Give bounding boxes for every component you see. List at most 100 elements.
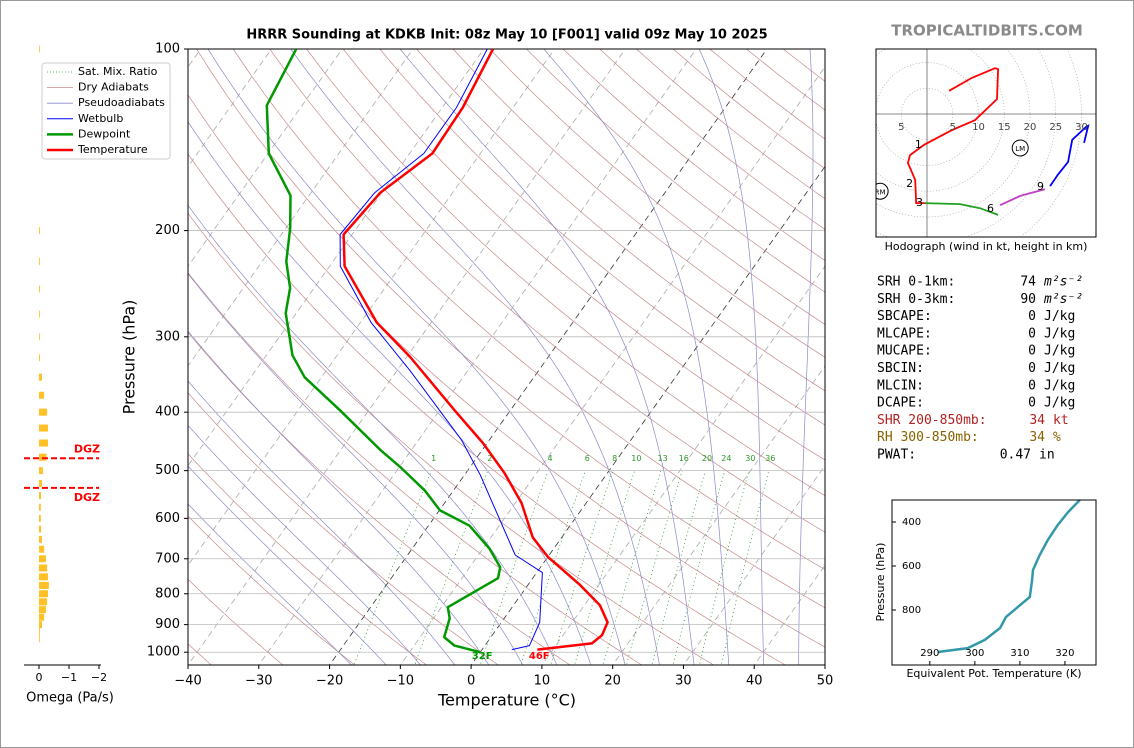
ring-label: 20 — [1024, 122, 1037, 133]
height-label: 2 — [906, 177, 913, 190]
legend: Sat. Mix. Ratio Dry Adiabats Pseudoadiabat… — [41, 62, 171, 160]
y-tick-label: 100 — [155, 42, 180, 57]
x-tick-label: −1 — [61, 671, 77, 684]
x-tick-label: 50 — [817, 674, 834, 689]
param-label: MLCAPE: — [877, 326, 932, 341]
isotherm — [188, 49, 626, 665]
param-label: PWAT: — [877, 448, 916, 463]
hodograph-frame — [875, 48, 1097, 238]
omega-bar — [39, 590, 48, 598]
storm-motion-label: RM — [875, 188, 886, 196]
dry-adiabat — [188, 453, 428, 665]
x-tick-label: 290 — [920, 648, 939, 659]
omega-bar — [39, 564, 48, 572]
param-value: 90 — [1020, 292, 1036, 307]
mixing-ratio-label: 24 — [721, 454, 731, 463]
x-tick-label: −2 — [91, 671, 107, 684]
surface-label: 32F — [472, 651, 493, 662]
isotherm — [329, 49, 768, 665]
param-label: SBCIN: — [877, 361, 924, 376]
x-tick-label: −20 — [316, 674, 343, 689]
mixing-ratio-label: 1 — [431, 454, 436, 463]
y-tick-label: 600 — [155, 511, 180, 526]
param-unit: kt — [1053, 413, 1069, 428]
x-tick-label: 0 — [36, 671, 43, 684]
dry-adiabat — [232, 49, 825, 571]
isotherm — [470, 165, 825, 665]
chart-title: HRRR Sounding at KDKB Init: 08z May 10 [… — [246, 28, 767, 43]
mixing-ratio-label: 20 — [702, 454, 712, 463]
legend-box — [41, 62, 171, 160]
theta-e-line — [937, 500, 1081, 654]
param-unit: m²s⁻² — [1043, 275, 1083, 290]
param-value: 0 — [1028, 326, 1036, 341]
ring-label: 10 — [972, 122, 985, 133]
ring-label: 30 — [1075, 122, 1088, 133]
mixing-ratio-line — [651, 470, 706, 665]
dry-adiabat — [188, 392, 499, 665]
omega-bar — [39, 310, 40, 318]
isotherm — [541, 265, 825, 665]
dry-adiabat — [188, 153, 787, 665]
x-tick-label: −30 — [245, 674, 272, 689]
x-tick-label: 0 — [467, 674, 475, 689]
isotherm — [188, 49, 414, 367]
mixing-ratio-label: 4 — [547, 454, 552, 463]
storm-motion — [1011, 139, 1029, 157]
omega-bar — [39, 581, 49, 589]
y-tick-label: 600 — [902, 561, 921, 572]
omega-bar — [39, 492, 42, 500]
x-tick-label: 20 — [604, 674, 621, 689]
dry-adiabat — [379, 49, 825, 426]
y-axis-label: Pressure (hPa) — [120, 300, 139, 415]
mixing-ratio-label: 36 — [765, 454, 775, 463]
omega-bar — [39, 373, 42, 381]
omega-bar — [39, 545, 45, 553]
x-tick-label: 300 — [965, 648, 984, 659]
x-tick-label: −10 — [387, 674, 414, 689]
omega-bar — [39, 628, 40, 636]
x-tick-label: 10 — [534, 674, 551, 689]
param-label: DCAPE: — [877, 396, 924, 411]
dry-adiabat — [416, 49, 825, 392]
height-label: 1 — [915, 138, 922, 151]
mixing-ratio-label: 6 — [585, 454, 590, 463]
mixing-ratio-line — [720, 470, 770, 665]
omega-bar — [39, 535, 42, 543]
dgz-label: DGZ — [74, 491, 100, 504]
param-label: SRH 0-3km: — [877, 292, 955, 307]
mixing-ratio-label: 13 — [657, 454, 667, 463]
param-unit: J/kg — [1044, 326, 1075, 341]
param-unit: % — [1053, 430, 1061, 445]
theta-axes: 290 300 310 320 400 600 800 — [891, 499, 1097, 666]
param-unit: J/kg — [1044, 309, 1075, 324]
y-tick-label: 400 — [902, 517, 921, 528]
reference-lines — [188, 49, 825, 665]
theta-x-label: Equivalent Pot. Temperature (K) — [906, 667, 1081, 680]
isotherm — [188, 49, 272, 168]
isotherm — [188, 49, 343, 267]
omega-bar — [39, 45, 40, 53]
isotherm — [399, 66, 825, 665]
omega-bar — [39, 453, 47, 461]
param-value: 34 — [1029, 413, 1045, 428]
ring-label: 25 — [1049, 122, 1062, 133]
height-label: 9 — [1037, 180, 1044, 193]
param-unit: m²s⁻² — [1043, 292, 1083, 307]
mixing-ratio-line — [479, 470, 549, 665]
storm-motion-label: LM — [1015, 145, 1025, 153]
dry-adiabat — [188, 212, 715, 665]
omega-bar — [39, 467, 43, 475]
y-tick-label: 400 — [155, 405, 180, 420]
profile-line — [342, 49, 609, 651]
mixing-ratio-label: 10 — [631, 454, 641, 463]
omega-bar — [39, 479, 42, 487]
dgz-label: DGZ — [74, 442, 100, 455]
omega-bar — [39, 439, 48, 447]
omega-bar — [39, 257, 40, 265]
omega-bar — [39, 606, 46, 614]
ring-label: 5 — [898, 122, 904, 133]
dry-adiabat — [188, 515, 356, 665]
mixing-ratio-line — [672, 470, 726, 665]
mixing-ratio-line — [699, 470, 750, 665]
